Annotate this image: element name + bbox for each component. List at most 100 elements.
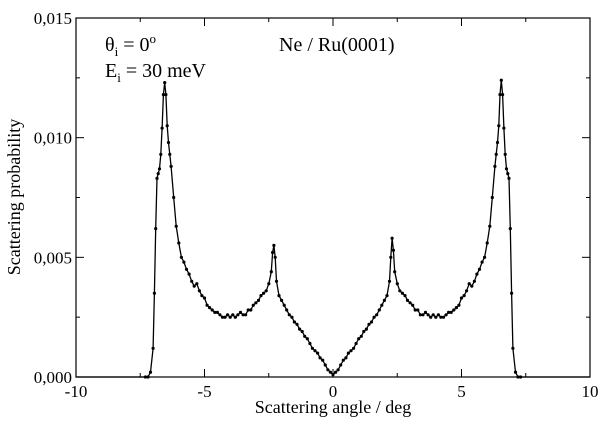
data-point: [472, 279, 476, 283]
data-point: [159, 152, 163, 156]
y-tick-label: 0,010: [34, 129, 72, 148]
data-point: [331, 373, 335, 377]
data-point: [156, 172, 160, 176]
data-point: [418, 313, 422, 317]
data-point: [405, 298, 410, 302]
data-point: [205, 303, 209, 307]
data-point: [352, 346, 356, 350]
data-point: [323, 363, 327, 367]
data-point: [454, 306, 458, 310]
data-point: [426, 313, 430, 317]
data-point: [152, 291, 156, 295]
data-point: [154, 227, 158, 231]
data-point: [246, 308, 250, 312]
degree-superscript: o: [150, 31, 157, 46]
data-point: [169, 164, 173, 168]
data-point: [408, 301, 412, 305]
data-point: [177, 241, 181, 245]
data-point: [218, 313, 222, 317]
y-tick-label: 0,000: [34, 368, 72, 387]
data-point: [503, 152, 507, 156]
data-point: [411, 303, 415, 307]
axis-ticks: -10 -5 0 5 10 0,000 0,005 0,010 0,015: [34, 9, 599, 401]
data-point: [164, 93, 168, 97]
annotation-system: Ne / Ru(0001): [279, 34, 395, 56]
data-point: [172, 195, 176, 200]
data-point: [165, 124, 169, 128]
data-point: [508, 227, 512, 231]
data-point: [303, 334, 307, 338]
data-point: [393, 270, 397, 274]
data-point: [195, 282, 199, 286]
data-point: [233, 315, 237, 319]
data-point: [202, 296, 207, 300]
data-point: [494, 152, 498, 156]
data-point: [208, 306, 212, 310]
data-point: [488, 224, 492, 228]
data-point: [385, 294, 389, 298]
x-tick-label: 0: [329, 382, 338, 401]
data-point: [241, 313, 245, 317]
data-point: [318, 356, 322, 360]
y-tick-label: 0,005: [34, 248, 72, 267]
data-point: [249, 308, 253, 312]
data-point: [507, 176, 511, 180]
x-tick-label: -5: [197, 382, 211, 401]
data-point: [182, 260, 186, 264]
y-axis-title: Scattering probability: [4, 119, 24, 275]
data-point: [511, 346, 515, 350]
data-point: [467, 282, 471, 286]
data-point: [236, 313, 240, 317]
data-point: [502, 126, 506, 130]
series-line: [76, 79, 590, 378]
data-point: [341, 358, 345, 362]
data-point: [316, 351, 320, 355]
data-point: [184, 267, 189, 271]
data-point: [313, 349, 317, 353]
data-point: [231, 313, 235, 317]
data-point: [444, 313, 448, 317]
data-point: [143, 375, 147, 379]
data-point: [369, 320, 374, 324]
data-point: [160, 126, 164, 130]
data-point: [380, 303, 384, 307]
data-point: [277, 294, 281, 298]
data-point: [441, 315, 446, 319]
y-tick-label: 0,015: [34, 9, 72, 28]
data-point: [501, 93, 505, 97]
data-point: [382, 298, 386, 302]
data-point: [295, 322, 299, 326]
data-point: [157, 167, 162, 171]
data-point: [273, 255, 277, 259]
x-tick-label: -10: [65, 382, 88, 401]
data-point: [493, 164, 497, 168]
data-point: [256, 298, 261, 302]
data-point: [470, 284, 474, 288]
data-point: [372, 315, 376, 319]
data-point: [498, 93, 502, 97]
data-point: [166, 140, 171, 145]
data-point: [354, 341, 358, 346]
data-point: [197, 289, 201, 293]
data-point: [290, 315, 294, 319]
annotation-theta: θi = 0o: [105, 31, 156, 59]
data-point: [148, 370, 153, 374]
x-tick-label: 5: [457, 382, 466, 401]
theta-subscript: i: [115, 44, 119, 59]
data-point: [220, 315, 225, 319]
data-point: [228, 315, 232, 319]
data-point: [364, 327, 368, 331]
data-point: [504, 167, 509, 171]
data-point: [326, 368, 330, 372]
data-point: [499, 78, 503, 82]
data-point: [200, 294, 204, 298]
data-point: [510, 291, 514, 295]
data-point: [449, 310, 453, 314]
data-point: [400, 291, 404, 295]
data-point: [334, 370, 338, 374]
data-point: [421, 313, 425, 317]
series-layer: [76, 78, 590, 379]
data-point: [215, 310, 219, 314]
data-point: [339, 363, 343, 367]
data-point: [516, 375, 520, 379]
